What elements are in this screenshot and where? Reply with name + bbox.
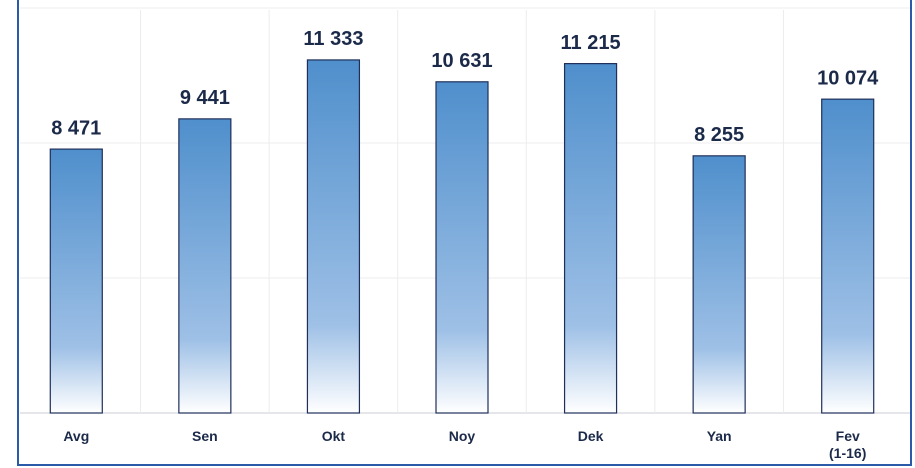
x-tick-label: Dek <box>577 428 604 444</box>
data-label: 8 255 <box>694 124 744 146</box>
x-tick-label: Okt <box>321 428 346 444</box>
bar <box>306 59 361 414</box>
data-label: 11 215 <box>561 32 621 54</box>
data-label: 8 471 <box>51 117 101 139</box>
bar <box>49 148 103 414</box>
x-tick-label: Noy <box>448 428 476 444</box>
bar <box>178 118 232 414</box>
bar <box>563 63 618 414</box>
data-label: 10 074 <box>817 67 879 89</box>
frame <box>17 0 912 466</box>
data-label: 10 631 <box>431 50 492 72</box>
data-label: 9 441 <box>180 87 230 109</box>
x-tick-label: Sen <box>192 428 218 444</box>
bar <box>821 98 875 414</box>
bar <box>692 155 746 414</box>
x-tick-label: Yan <box>706 428 732 444</box>
data-label: 11 333 <box>303 28 363 50</box>
x-tick-label: Avg <box>63 428 90 444</box>
x-tick-label: Fev (1-16) <box>829 428 867 461</box>
bar <box>435 81 489 414</box>
